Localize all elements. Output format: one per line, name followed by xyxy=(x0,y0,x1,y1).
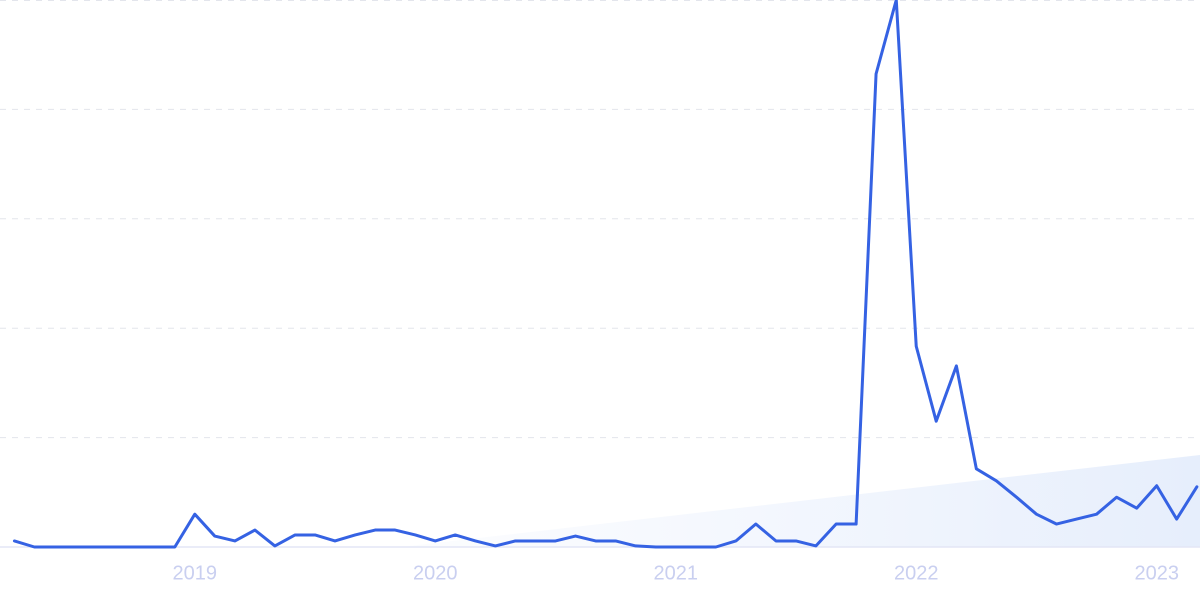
x-tick-label: 2019 xyxy=(173,562,218,584)
trend-area xyxy=(400,455,1200,547)
x-tick-label: 2021 xyxy=(654,562,699,584)
x-tick-label: 2020 xyxy=(413,562,458,584)
x-tick-label: 2022 xyxy=(894,562,939,584)
x-tick-label: 2023 xyxy=(1134,562,1179,584)
trend-line xyxy=(12,0,1199,549)
